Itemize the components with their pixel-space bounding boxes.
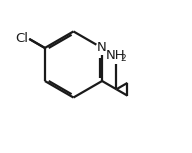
Text: N: N <box>97 41 107 54</box>
Text: NH: NH <box>106 49 125 62</box>
Text: 2: 2 <box>120 54 126 63</box>
Text: Cl: Cl <box>16 32 28 45</box>
